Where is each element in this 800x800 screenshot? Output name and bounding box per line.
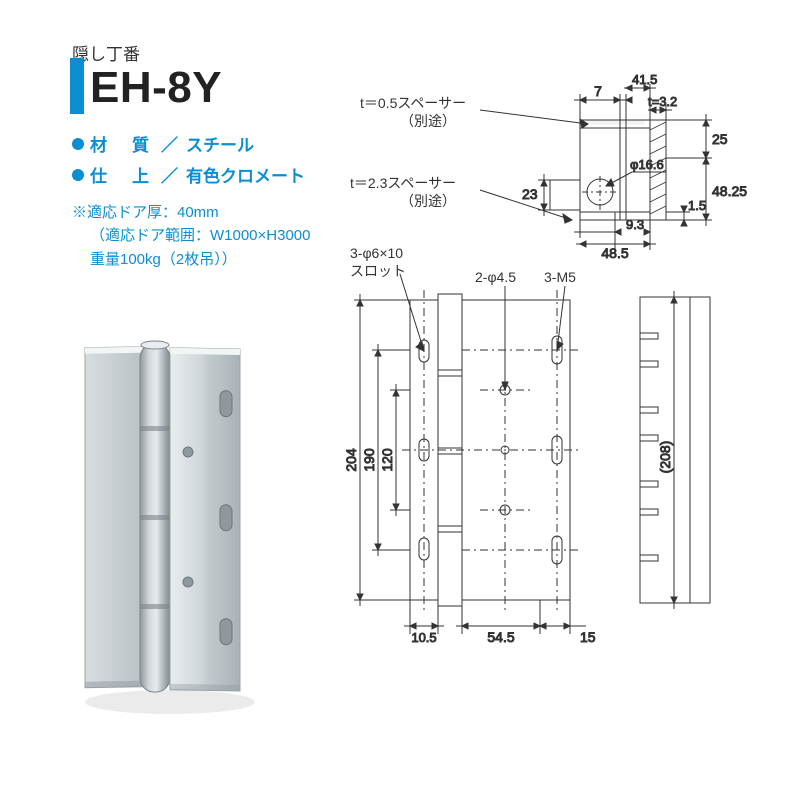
spacer2-label-b: （別途） <box>400 193 456 209</box>
spacer1-label: t＝0.5スペーサー <box>360 95 466 111</box>
dim-48-5: 48.5 <box>601 245 628 261</box>
dim-54-5: 54.5 <box>487 629 514 645</box>
dim-9-3: 9.3 <box>626 217 644 232</box>
dim-25: 25 <box>712 131 728 147</box>
spacer1-label-b: （別途） <box>400 113 456 129</box>
holes-2phi45: 2-φ4.5 <box>475 269 516 285</box>
dim-1-5: 1.5 <box>688 198 706 213</box>
slot-note-1: 3-φ6×10 <box>350 245 403 261</box>
dim-204: 204 <box>343 448 359 472</box>
holes-3m5: 3-M5 <box>544 269 576 285</box>
dim-48-25: 48.25 <box>712 183 747 199</box>
bullet-icon <box>72 169 84 181</box>
dim-phi16-6: φ16.6 <box>630 157 664 172</box>
spacer2-label: t＝2.3スペーサー <box>350 175 456 191</box>
dim-15: 15 <box>580 629 596 645</box>
product-photo <box>70 330 270 720</box>
dim-41-5: 41.5 <box>632 72 657 87</box>
slot-note-2: スロット <box>350 263 406 279</box>
technical-drawing: 7 41.5 t=3.2 <box>340 60 770 680</box>
dim-208: (208) <box>657 441 673 474</box>
dim-190: 190 <box>361 448 377 472</box>
accent-bar <box>70 58 84 114</box>
dim-t3-2: t=3.2 <box>648 94 677 109</box>
dim-10-5: 10.5 <box>411 630 436 645</box>
dim-120: 120 <box>379 448 395 472</box>
bullet-icon <box>72 138 84 150</box>
dim-7: 7 <box>594 83 602 99</box>
dim-23: 23 <box>522 186 538 202</box>
